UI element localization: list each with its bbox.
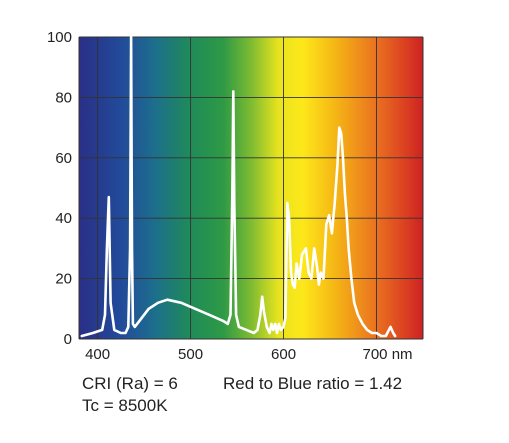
y-tick-label: 20 xyxy=(55,271,72,288)
y-tick-label: 0 xyxy=(64,331,72,348)
plot-background xyxy=(79,37,423,339)
cri-label: CRI (Ra) = 6 xyxy=(82,374,178,393)
x-tick-label: 500 xyxy=(178,346,203,363)
spectrum-line xyxy=(80,35,397,338)
y-axis-ticks: 0 20 40 60 80 100 xyxy=(47,29,72,348)
ratio-label: Red to Blue ratio = 1.42 xyxy=(223,374,403,393)
x-tick-label: 400 xyxy=(85,346,110,363)
grid-lines xyxy=(78,36,424,340)
y-tick-label: 40 xyxy=(55,210,72,227)
x-axis-ticks: 400 500 600 700 nm xyxy=(85,346,412,363)
y-tick-label: 60 xyxy=(55,150,72,167)
x-tick-label: 600 xyxy=(271,346,296,363)
y-tick-label: 100 xyxy=(47,29,72,46)
x-tick-label: 700 nm xyxy=(363,346,413,363)
tc-label: Tc = 8500K xyxy=(82,396,168,415)
y-tick-label: 80 xyxy=(55,89,72,106)
